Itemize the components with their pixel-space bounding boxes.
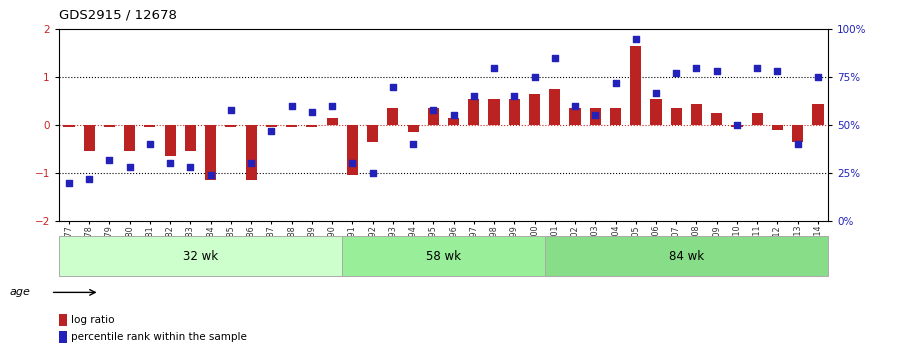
Point (122, 165, 137, 170)
Bar (347, 125, 357, 175)
Bar (83, 125, 95, 151)
Text: percentile rank within the sample: percentile rank within the sample (71, 333, 246, 342)
Bar (711, 113, 722, 125)
Text: 84 wk: 84 wk (669, 250, 704, 263)
Bar (590, 108, 601, 125)
Point (729, 122, 744, 128)
Bar (165, 125, 176, 156)
Bar (327, 118, 338, 125)
Bar (63, 125, 74, 127)
Point (224, 107, 238, 112)
Bar (205, 125, 216, 180)
Bar (509, 99, 519, 125)
Point (264, 128, 279, 134)
Bar (306, 125, 318, 127)
Point (82, 176, 97, 181)
Text: log ratio: log ratio (71, 315, 114, 325)
Bar (569, 108, 581, 125)
Bar (342, 236, 545, 276)
Bar (59, 236, 342, 276)
Point (690, 65, 704, 70)
Bar (367, 125, 378, 142)
Point (770, 69, 785, 74)
Point (608, 80, 623, 86)
Point (467, 93, 481, 99)
Bar (428, 108, 439, 125)
Bar (545, 236, 828, 276)
Point (325, 103, 339, 109)
Point (305, 109, 319, 115)
Point (487, 65, 501, 70)
Bar (124, 125, 135, 151)
Point (163, 161, 177, 166)
Bar (813, 104, 824, 125)
Text: GDS2915 / 12678: GDS2915 / 12678 (59, 9, 176, 22)
Bar (225, 125, 236, 127)
Bar (671, 108, 681, 125)
Bar (286, 125, 297, 127)
Point (567, 103, 582, 109)
Bar (448, 118, 459, 125)
Bar (651, 99, 662, 125)
Bar (529, 94, 540, 125)
Point (790, 141, 805, 147)
Point (507, 93, 521, 99)
Bar (549, 89, 560, 125)
Point (588, 113, 603, 118)
Text: 32 wk: 32 wk (183, 250, 218, 263)
Point (548, 55, 562, 61)
Bar (59, 314, 67, 326)
Bar (691, 104, 702, 125)
Point (750, 65, 765, 70)
Point (426, 107, 441, 112)
Point (710, 69, 724, 74)
Point (284, 103, 299, 109)
Point (366, 170, 380, 176)
Bar (489, 99, 500, 125)
Bar (731, 125, 742, 127)
Bar (104, 125, 115, 127)
Bar (772, 125, 783, 130)
Bar (59, 331, 67, 343)
Point (62, 180, 76, 185)
Bar (185, 125, 196, 151)
Bar (792, 125, 804, 142)
Point (405, 141, 420, 147)
Bar (387, 108, 398, 125)
Point (446, 113, 461, 118)
Point (143, 141, 157, 147)
Point (244, 161, 259, 166)
Point (528, 75, 542, 80)
Bar (245, 125, 257, 180)
Point (183, 165, 197, 170)
Text: 58 wk: 58 wk (426, 250, 461, 263)
Point (811, 75, 825, 80)
Bar (407, 125, 419, 132)
Point (102, 157, 117, 162)
Point (386, 84, 400, 90)
Point (628, 36, 643, 42)
Point (204, 172, 218, 178)
Bar (468, 99, 480, 125)
Point (345, 161, 359, 166)
Bar (145, 125, 156, 127)
Bar (266, 125, 277, 127)
Point (669, 71, 683, 76)
Bar (610, 108, 621, 125)
Text: age: age (9, 287, 30, 297)
Bar (752, 113, 763, 125)
Bar (630, 46, 642, 125)
Point (649, 90, 663, 95)
